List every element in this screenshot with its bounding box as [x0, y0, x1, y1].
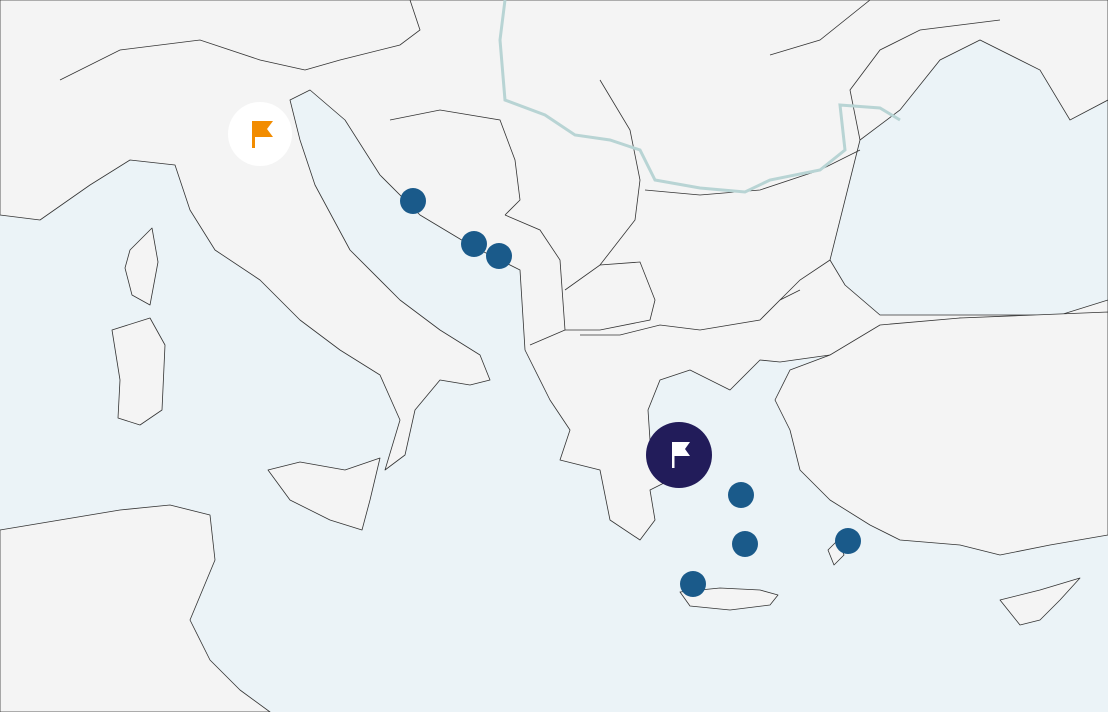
border — [769, 0, 871, 56]
location-marker[interactable] — [835, 528, 861, 554]
border — [59, 39, 306, 81]
cyprus — [999, 577, 1081, 626]
border — [304, 0, 421, 71]
location-marker[interactable] — [732, 531, 758, 557]
corsica — [124, 227, 159, 306]
border — [599, 79, 641, 266]
border — [644, 149, 861, 196]
sardinia — [111, 317, 166, 426]
sicily — [267, 457, 381, 531]
location-marker[interactable] — [728, 482, 754, 508]
anatolia — [774, 311, 1108, 556]
crete — [679, 587, 779, 611]
location-marker[interactable] — [461, 231, 487, 257]
location-marker[interactable] — [680, 571, 706, 597]
river — [498, 0, 901, 194]
location-marker[interactable] — [486, 243, 512, 269]
border — [779, 259, 831, 301]
black-sea — [829, 39, 1108, 316]
north-africa — [0, 504, 271, 712]
border — [389, 109, 521, 216]
active-flag-marker[interactable] — [646, 422, 712, 488]
flag-marker[interactable] — [228, 102, 292, 166]
location-marker[interactable] — [400, 188, 426, 214]
border — [504, 214, 566, 346]
